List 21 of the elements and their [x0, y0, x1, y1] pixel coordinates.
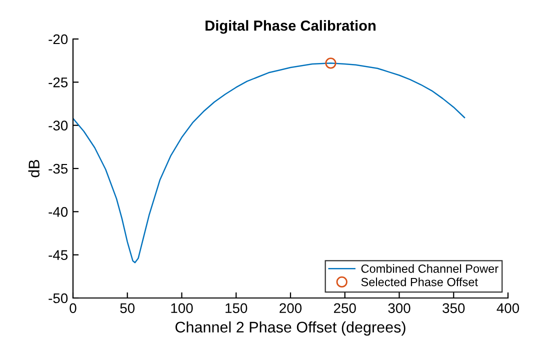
- y-tick-label: -50: [48, 293, 68, 304]
- y-tick-label: -30: [48, 120, 68, 131]
- x-tick-label: 350: [442, 303, 465, 314]
- legend-label: Combined Channel Power: [361, 264, 498, 273]
- x-tick-label: 50: [120, 303, 135, 314]
- y-tick-label: -40: [48, 207, 68, 217]
- x-tick-label: 300: [388, 303, 410, 314]
- x-tick-label: 200: [280, 303, 302, 314]
- y-tick-label: -45: [48, 250, 68, 260]
- y-tick-label: -25: [48, 78, 68, 88]
- x-axis-title: Channel 2 Phase Offset (degrees): [175, 321, 406, 336]
- x-tick-label: 400: [496, 303, 520, 314]
- x-tick-label: 100: [171, 303, 193, 314]
- y-tick-label: -35: [48, 164, 68, 174]
- x-tick-label: 0: [70, 303, 76, 314]
- chart-title: Digital Phase Calibration: [206, 20, 376, 34]
- x-tick-label: 150: [226, 303, 248, 314]
- x-tick-label: 250: [334, 303, 356, 314]
- y-tick-label: -20: [48, 34, 68, 44]
- legend-label: Selected Phase Offset: [361, 278, 478, 286]
- y-axis-title: dB: [28, 160, 40, 178]
